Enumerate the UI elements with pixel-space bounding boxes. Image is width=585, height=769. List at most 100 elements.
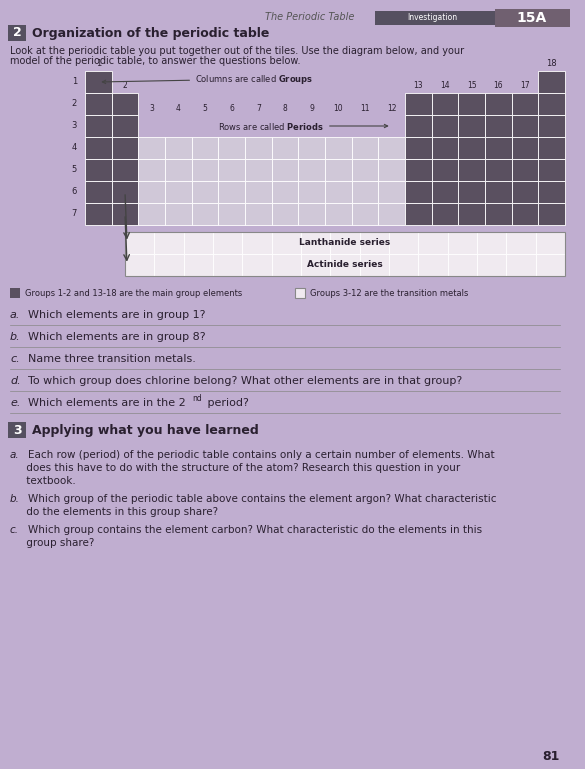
- Text: 13: 13: [414, 81, 423, 90]
- Bar: [295, 288, 305, 298]
- Text: Which elements are in group 1?: Which elements are in group 1?: [28, 310, 205, 320]
- Bar: [271, 137, 298, 159]
- Bar: [458, 203, 485, 225]
- Text: 11: 11: [360, 104, 370, 113]
- Text: nd: nd: [192, 394, 202, 403]
- Text: 2: 2: [123, 81, 128, 90]
- Bar: [154, 231, 184, 254]
- Bar: [448, 231, 477, 254]
- Text: 4: 4: [72, 144, 77, 152]
- Bar: [138, 137, 165, 159]
- Text: Investigation: Investigation: [407, 14, 457, 22]
- Bar: [218, 203, 245, 225]
- Text: 10: 10: [333, 104, 343, 113]
- Bar: [477, 254, 507, 275]
- Text: Organization of the periodic table: Organization of the periodic table: [32, 26, 269, 39]
- Bar: [325, 203, 352, 225]
- Bar: [192, 203, 218, 225]
- Bar: [325, 137, 352, 159]
- Bar: [538, 93, 565, 115]
- Text: Which group of the periodic table above contains the element argon? What charact: Which group of the periodic table above …: [28, 494, 497, 504]
- Text: Which elements are in group 8?: Which elements are in group 8?: [28, 332, 205, 342]
- Bar: [85, 115, 112, 137]
- Bar: [125, 231, 154, 254]
- Bar: [165, 137, 192, 159]
- Bar: [218, 159, 245, 181]
- Text: 18: 18: [546, 58, 557, 68]
- Bar: [298, 159, 325, 181]
- Text: 14: 14: [440, 81, 450, 90]
- Text: 2: 2: [72, 99, 77, 108]
- Text: The Periodic Table: The Periodic Table: [266, 12, 355, 22]
- Bar: [378, 181, 405, 203]
- Bar: [458, 137, 485, 159]
- Text: 1: 1: [72, 78, 77, 86]
- Bar: [165, 181, 192, 203]
- Bar: [432, 203, 458, 225]
- Bar: [298, 181, 325, 203]
- Bar: [360, 231, 389, 254]
- Bar: [352, 137, 378, 159]
- Text: 7: 7: [256, 104, 261, 113]
- Bar: [192, 137, 218, 159]
- Bar: [85, 93, 112, 115]
- Bar: [301, 254, 331, 275]
- Bar: [242, 231, 271, 254]
- Bar: [360, 254, 389, 275]
- Text: 3: 3: [71, 122, 77, 131]
- Bar: [378, 203, 405, 225]
- Text: Groups 3-12 are the transition metals: Groups 3-12 are the transition metals: [310, 288, 469, 298]
- Bar: [85, 137, 112, 159]
- Bar: [538, 203, 565, 225]
- Bar: [8, 25, 26, 41]
- Text: 15A: 15A: [517, 11, 547, 25]
- Bar: [405, 93, 432, 115]
- Text: b.: b.: [10, 494, 20, 504]
- Bar: [418, 254, 448, 275]
- Bar: [213, 254, 242, 275]
- Text: 17: 17: [520, 81, 530, 90]
- Text: e.: e.: [10, 398, 20, 408]
- Bar: [458, 159, 485, 181]
- Bar: [536, 254, 565, 275]
- Bar: [485, 159, 512, 181]
- Bar: [536, 231, 565, 254]
- Bar: [375, 11, 495, 25]
- Text: 1: 1: [96, 58, 101, 68]
- Bar: [85, 181, 112, 203]
- Bar: [538, 137, 565, 159]
- Bar: [271, 159, 298, 181]
- Bar: [331, 231, 360, 254]
- Bar: [213, 231, 242, 254]
- Bar: [85, 159, 112, 181]
- Text: model of the periodic table, to answer the questions below.: model of the periodic table, to answer t…: [10, 56, 301, 66]
- Bar: [125, 231, 565, 275]
- Text: 6: 6: [229, 104, 234, 113]
- Text: a.: a.: [10, 310, 20, 320]
- Bar: [507, 254, 536, 275]
- Text: 5: 5: [72, 165, 77, 175]
- Text: 4: 4: [176, 104, 181, 113]
- Bar: [352, 181, 378, 203]
- Text: 9: 9: [309, 104, 314, 113]
- Text: 3: 3: [13, 424, 21, 437]
- Bar: [165, 203, 192, 225]
- Bar: [485, 181, 512, 203]
- Bar: [538, 181, 565, 203]
- Bar: [85, 71, 112, 93]
- Bar: [138, 203, 165, 225]
- Bar: [112, 181, 138, 203]
- Text: does this have to do with the structure of the atom? Research this question in y: does this have to do with the structure …: [10, 463, 460, 473]
- Bar: [405, 181, 432, 203]
- Text: do the elements in this group share?: do the elements in this group share?: [10, 508, 218, 518]
- Bar: [10, 288, 20, 298]
- Bar: [352, 159, 378, 181]
- Bar: [138, 181, 165, 203]
- Text: c.: c.: [10, 355, 20, 365]
- Bar: [298, 203, 325, 225]
- Text: b.: b.: [10, 332, 20, 342]
- Bar: [218, 137, 245, 159]
- Text: 12: 12: [387, 104, 397, 113]
- Bar: [184, 231, 213, 254]
- Text: Applying what you have learned: Applying what you have learned: [32, 424, 259, 437]
